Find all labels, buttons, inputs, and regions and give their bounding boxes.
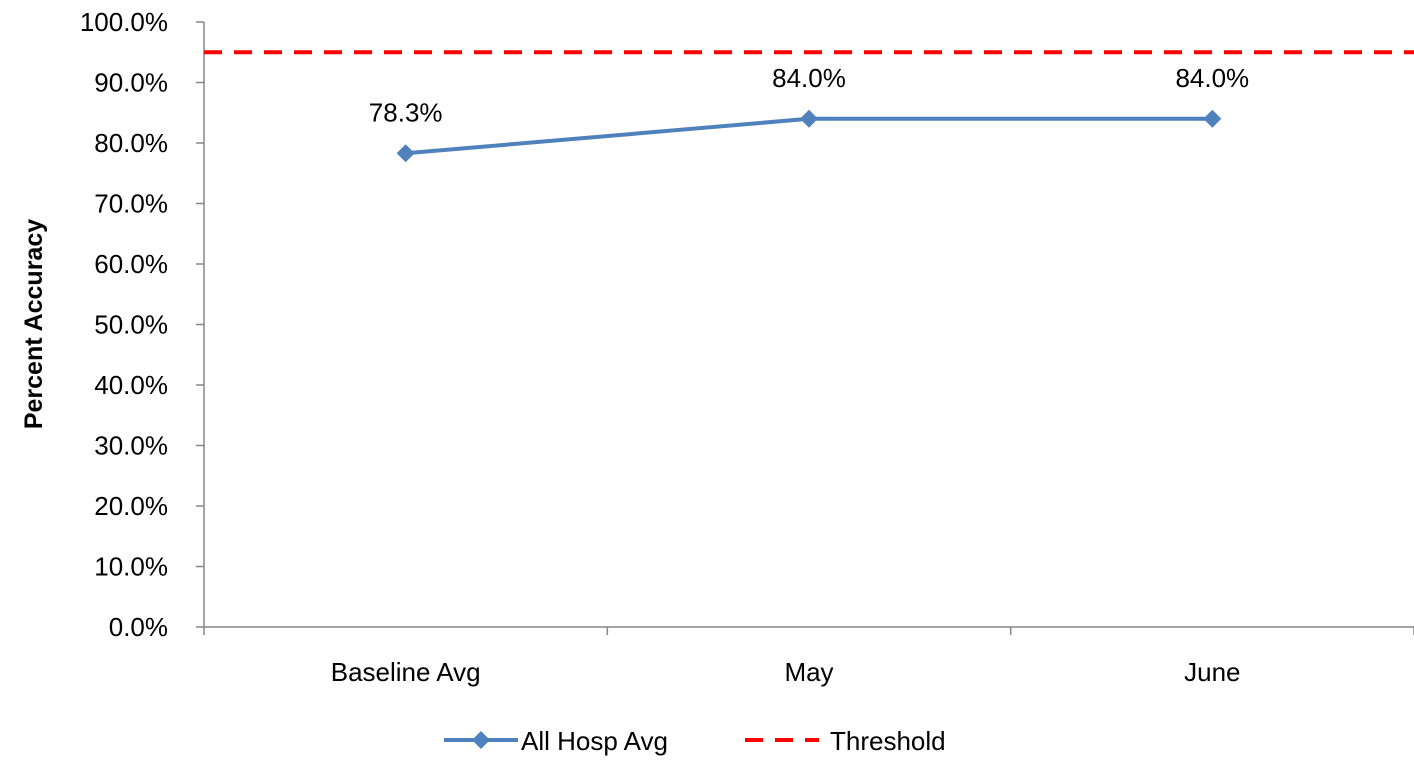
data-point-marker bbox=[1203, 109, 1222, 128]
y-tick-label: 0.0% bbox=[109, 612, 168, 642]
y-tick-label: 40.0% bbox=[94, 370, 168, 400]
legend-item-threshold: Threshold bbox=[745, 726, 946, 756]
y-axis-title: Percent Accuracy bbox=[20, 219, 48, 429]
y-tick-label: 60.0% bbox=[94, 249, 168, 279]
x-category-label: Baseline Avg bbox=[331, 657, 481, 687]
y-tick-label: 20.0% bbox=[94, 491, 168, 521]
data-labels: 78.3% 84.0% 84.0% bbox=[369, 63, 1249, 127]
legend-item-all-hosp-avg: All Hosp Avg bbox=[444, 726, 668, 756]
legend-label-threshold: Threshold bbox=[830, 726, 946, 756]
data-point-marker bbox=[396, 144, 415, 163]
y-tick-label: 30.0% bbox=[94, 431, 168, 461]
y-tick-label: 10.0% bbox=[94, 552, 168, 582]
data-point-marker bbox=[800, 109, 818, 128]
y-tick-label: 100.0% bbox=[80, 7, 168, 37]
legend-label-all-hosp-avg: All Hosp Avg bbox=[521, 726, 668, 756]
y-tick-label: 80.0% bbox=[94, 128, 168, 158]
y-tick-label: 50.0% bbox=[94, 310, 168, 340]
data-value-label: 84.0% bbox=[1175, 63, 1249, 93]
legend-diamond-marker bbox=[472, 731, 490, 749]
series bbox=[204, 50, 1414, 163]
data-value-label: 84.0% bbox=[772, 63, 846, 93]
y-tick-label: 90.0% bbox=[94, 68, 168, 98]
x-category-label: May bbox=[784, 657, 833, 687]
data-value-label: 78.3% bbox=[369, 97, 443, 127]
x-ticks: Baseline Avg May June bbox=[203, 627, 1414, 687]
y-tick-label: 70.0% bbox=[94, 189, 168, 219]
legend: All Hosp Avg Threshold bbox=[444, 726, 946, 756]
y-ticks: 0.0% 10.0% 20.0% 30.0% 40.0% 50.0% 60.0% 70.0% 8… bbox=[80, 7, 204, 642]
x-category-label: June bbox=[1184, 657, 1240, 687]
